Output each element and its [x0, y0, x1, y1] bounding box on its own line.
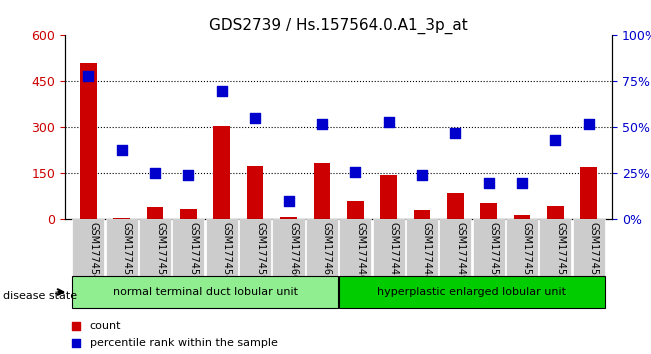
Point — [417, 172, 427, 178]
FancyBboxPatch shape — [306, 219, 338, 276]
FancyBboxPatch shape — [105, 219, 138, 276]
Text: normal terminal duct lobular unit: normal terminal duct lobular unit — [113, 287, 298, 297]
FancyBboxPatch shape — [239, 219, 271, 276]
Bar — [247, 166, 264, 219]
FancyBboxPatch shape — [339, 276, 605, 308]
Bar — [380, 175, 397, 219]
Point — [217, 88, 227, 93]
Bar — [146, 207, 163, 219]
FancyBboxPatch shape — [72, 219, 104, 276]
Point — [250, 115, 260, 121]
FancyBboxPatch shape — [372, 219, 404, 276]
Text: GSM177450: GSM177450 — [488, 222, 499, 281]
Text: GSM177460: GSM177460 — [288, 222, 299, 281]
Text: GSM177452: GSM177452 — [555, 222, 565, 282]
Bar — [314, 163, 330, 219]
Bar — [480, 202, 497, 219]
Bar — [180, 209, 197, 219]
FancyBboxPatch shape — [406, 219, 438, 276]
Bar — [113, 218, 130, 219]
Point — [450, 130, 460, 136]
Point — [433, 105, 443, 110]
Point — [316, 121, 327, 127]
FancyBboxPatch shape — [506, 219, 538, 276]
Text: GSM177453: GSM177453 — [589, 222, 599, 281]
Bar — [347, 201, 363, 219]
Point — [350, 169, 361, 175]
Bar — [547, 206, 564, 219]
Text: GSM177447: GSM177447 — [389, 222, 398, 281]
FancyBboxPatch shape — [539, 219, 572, 276]
Text: GSM177459: GSM177459 — [255, 222, 265, 281]
Text: count: count — [90, 321, 121, 331]
Text: GSM177454: GSM177454 — [89, 222, 98, 281]
Text: GSM177446: GSM177446 — [355, 222, 365, 281]
Point — [283, 198, 294, 204]
Point — [184, 172, 194, 178]
Bar — [413, 210, 430, 219]
Text: percentile rank within the sample: percentile rank within the sample — [90, 338, 277, 348]
Text: GSM177461: GSM177461 — [322, 222, 332, 281]
Bar — [580, 167, 597, 219]
Bar — [214, 126, 230, 219]
Bar — [514, 215, 531, 219]
Point — [383, 119, 394, 125]
FancyBboxPatch shape — [439, 219, 471, 276]
Text: GSM177451: GSM177451 — [522, 222, 532, 281]
Text: GSM177449: GSM177449 — [455, 222, 465, 281]
Point — [117, 147, 127, 152]
Title: GDS2739 / Hs.157564.0.A1_3p_at: GDS2739 / Hs.157564.0.A1_3p_at — [209, 18, 468, 34]
Bar — [80, 63, 97, 219]
Text: GSM177458: GSM177458 — [222, 222, 232, 281]
Point — [483, 180, 493, 185]
FancyBboxPatch shape — [72, 276, 338, 308]
FancyBboxPatch shape — [473, 219, 505, 276]
Bar — [447, 193, 464, 219]
Text: GSM177456: GSM177456 — [155, 222, 165, 281]
FancyBboxPatch shape — [139, 219, 171, 276]
FancyBboxPatch shape — [173, 219, 204, 276]
Point — [433, 266, 443, 271]
Text: GSM177457: GSM177457 — [189, 222, 199, 282]
Point — [517, 180, 527, 185]
FancyBboxPatch shape — [273, 219, 305, 276]
FancyBboxPatch shape — [573, 219, 605, 276]
Text: GSM177448: GSM177448 — [422, 222, 432, 281]
Text: GSM177455: GSM177455 — [122, 222, 132, 282]
Point — [83, 73, 94, 79]
FancyBboxPatch shape — [206, 219, 238, 276]
Point — [583, 121, 594, 127]
Bar — [280, 217, 297, 219]
Text: disease state: disease state — [3, 291, 77, 301]
FancyBboxPatch shape — [339, 219, 371, 276]
Text: hyperplastic enlarged lobular unit: hyperplastic enlarged lobular unit — [378, 287, 566, 297]
Point — [150, 171, 160, 176]
Point — [550, 137, 561, 143]
